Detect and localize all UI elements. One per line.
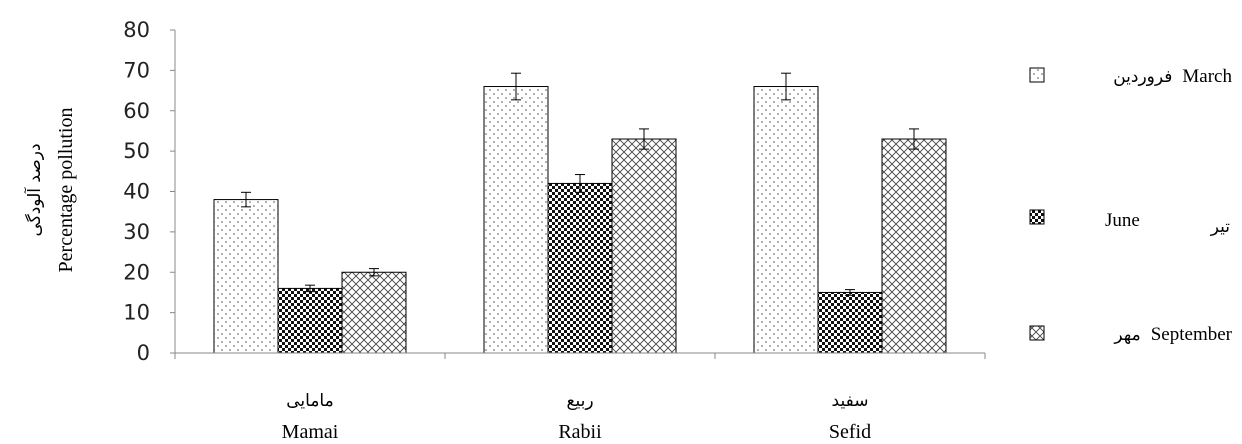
legend-label-june-en: June	[1105, 210, 1140, 231]
y-tick-label: 50	[123, 139, 150, 163]
error-bar	[909, 128, 919, 150]
y-axis-ticks: 0 10 20 30 40 50 60 70 80	[123, 18, 175, 365]
y-tick-label: 30	[123, 220, 150, 244]
legend-item-september: مهر September	[1029, 324, 1233, 345]
bar-march-sefid	[753, 86, 819, 354]
legend-label-june-fa: تیر	[1210, 217, 1231, 237]
x-axis-ticks	[174, 353, 986, 359]
y-tick-label: 20	[123, 260, 150, 284]
bar-march-mamai	[213, 199, 279, 354]
category-label-en: Rabii	[558, 421, 602, 443]
error-bar	[305, 284, 315, 293]
category-label-en: Sefid	[829, 421, 871, 443]
y-tick-label: 80	[123, 18, 150, 42]
bar-june-rabii	[547, 182, 613, 354]
legend-swatch-crosshatch	[1029, 325, 1045, 341]
bar-september-sefid	[881, 138, 947, 354]
y-axis-title-en: Percentage pollution	[55, 108, 77, 273]
y-tick-label: 40	[123, 180, 150, 204]
error-bar	[781, 72, 791, 101]
bar-june-sefid	[817, 291, 883, 354]
legend-item-june: June تیر	[1029, 209, 1231, 237]
y-axis-title-fa: درصد آلودگی	[23, 143, 45, 236]
error-bar	[575, 174, 585, 193]
y-tick-label: 70	[123, 58, 150, 82]
category-label-fa: سفید	[832, 391, 869, 411]
legend-item-march: فروردین March	[1029, 66, 1232, 87]
legend: فروردین March June تیر مهر September	[1029, 66, 1233, 345]
error-bar	[845, 289, 855, 296]
error-bar	[639, 128, 649, 150]
category-label-en: Mamai	[282, 421, 339, 443]
y-axis-title: درصد آلودگی Percentage pollution	[23, 108, 77, 273]
bar-june-mamai	[277, 287, 343, 354]
category-labels: مامایی Mamai ربیع Rabii سفید Sefid	[282, 391, 871, 443]
bar-september-mamai	[341, 271, 407, 354]
error-bar	[369, 268, 379, 277]
y-tick-label: 10	[123, 301, 150, 325]
y-tick-label: 60	[123, 99, 150, 123]
error-bars-layer	[241, 72, 919, 296]
error-bar	[241, 191, 251, 208]
category-label-fa: ربیع	[566, 391, 593, 411]
legend-swatch-dots	[1029, 67, 1045, 83]
y-tick-label: 0	[137, 341, 150, 365]
legend-swatch-checker	[1029, 209, 1045, 225]
bar-september-rabii	[611, 138, 677, 354]
legend-label-september: مهر September	[1113, 324, 1232, 345]
bars-layer	[213, 86, 947, 354]
bar-march-rabii	[483, 86, 549, 354]
category-label-fa: مامایی	[286, 391, 333, 411]
legend-label-march: فروردین March	[1113, 66, 1232, 87]
error-bar	[511, 72, 521, 101]
